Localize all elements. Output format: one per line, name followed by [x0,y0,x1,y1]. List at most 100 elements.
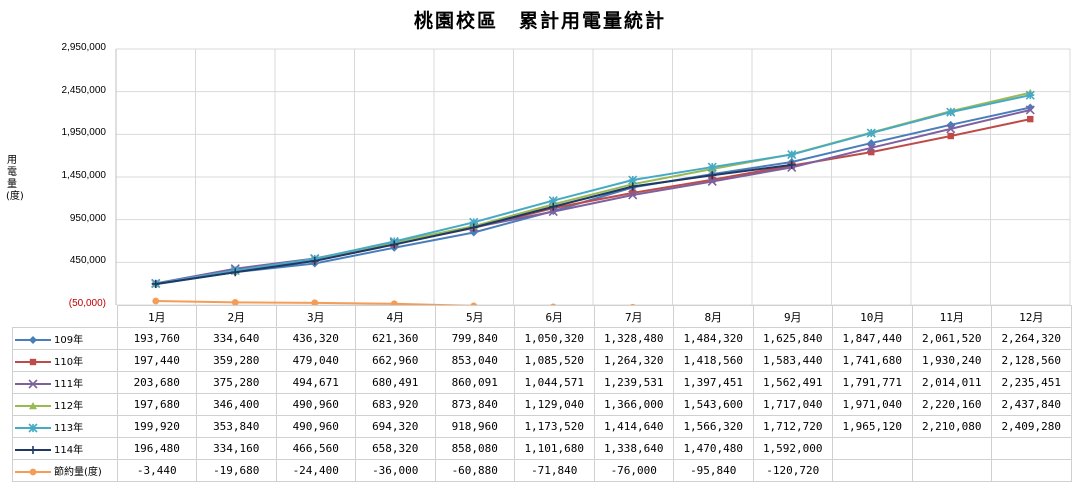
table-row: 113年 199,920 353,840 490,960 694,320 918,960 1… [12,415,1072,438]
series-line [155,300,480,305]
data-label: 490,960 [275,393,356,416]
data-label: 346,400 [196,393,277,416]
legend-key-icon [15,423,51,433]
legend-entry: 109年 [12,327,118,350]
data-label: 1,791,771 [832,371,913,394]
data-point [707,176,717,187]
data-point [310,256,319,265]
data-label: 860,091 [434,371,515,394]
series-line [155,94,1031,285]
data-point [868,148,875,156]
y-tick-label: 2,950,000 [61,42,107,53]
y-tick-label: 450,000 [69,255,106,267]
y-tick-label: 1,450,000 [61,170,107,181]
data-label: 1,930,240 [911,349,992,372]
data-label: 683,920 [355,393,436,416]
data-label: 1,583,440 [752,349,833,372]
data-label: 203,680 [116,371,197,394]
data-point [548,196,558,206]
data-label: 197,440 [116,349,197,372]
category-label: 4月 [355,305,436,328]
data-label: 1,592,000 [752,437,833,460]
data-label: 694,320 [355,415,436,438]
plot-area [115,48,1071,305]
data-point [709,176,716,183]
data-label: 353,840 [196,415,277,438]
data-label: 918,960 [434,415,515,438]
legend-label: 114年 [54,445,84,456]
data-label: 1,965,120 [832,415,913,438]
data-label: 1,101,680 [514,437,595,460]
data-point [946,107,956,117]
data-point [29,468,37,476]
data-point [469,217,479,227]
y-axis-title: 用電量(度) [6,155,24,202]
data-label: 2,128,560 [991,349,1072,372]
category-label: 3月 [275,305,356,328]
data-label: -36,000 [355,459,436,482]
data-label: 1,397,451 [673,371,754,394]
legend-label: 節約量(度) [54,467,102,478]
data-label: 2,437,840 [991,393,1072,416]
data-label: 1,418,560 [673,349,754,372]
data-label: 662,960 [355,349,436,372]
data-label: 466,560 [275,437,356,460]
data-label: 197,680 [116,393,197,416]
data-point [29,446,37,454]
data-label: 658,320 [355,437,436,460]
data-point [708,171,717,180]
legend-entry: 113年 [12,415,118,438]
data-label [991,437,1072,460]
category-label: 12月 [991,305,1072,328]
legend-entry: 110年 [12,349,118,372]
data-label: 193,760 [116,327,197,350]
data-point [550,303,557,305]
data-point [151,279,160,288]
data-label: 1,562,491 [752,371,833,394]
data-point [231,299,239,305]
legend-label: 111年 [54,379,84,390]
data-label: 375,280 [196,371,277,394]
data-label: 2,220,160 [911,393,992,416]
data-label: 2,235,451 [991,371,1072,394]
data-label: 853,040 [434,349,515,372]
data-label: 490,960 [275,415,356,438]
data-label: 2,014,011 [911,371,992,394]
data-label: 1,741,680 [832,349,913,372]
data-label: 436,320 [275,327,356,350]
data-label: 494,671 [275,371,356,394]
legend-label: 110年 [54,357,84,368]
data-label: 1,543,600 [673,393,754,416]
table-row: 112年 197,680 346,400 490,960 683,920 873,840 1… [12,393,1072,416]
data-label: 1,366,000 [593,393,674,416]
category-label: 8月 [673,305,754,328]
legend-key-icon [15,446,51,454]
data-label: 1,712,720 [752,415,833,438]
series-節約量(度) [152,297,636,305]
category-label: 1月 [116,305,197,328]
data-point [469,223,478,232]
data-point [1027,115,1034,123]
data-point [549,202,558,211]
data-point [787,160,796,169]
data-point [29,358,37,366]
data-point [946,124,956,134]
series-line [155,106,1031,286]
data-table: 1月 2月 3月 4月 5月 6月 7月 8月 9月 10月 11月 12月 109年 193,760 3… [12,305,1072,482]
data-label: 199,920 [116,415,197,438]
data-point [947,132,954,140]
table-row: 114年 196,480 334,160 466,560 658,320 858,080 1… [12,437,1072,460]
data-label: 1,050,320 [514,327,595,350]
legend-label: 113年 [54,423,84,434]
data-label: 1,044,571 [514,371,595,394]
legend-label: 109年 [54,335,84,346]
chart-title: 桃園校區 累計用電量統計 [413,10,666,32]
data-label: -76,000 [593,459,674,482]
data-point [311,299,319,305]
data-point [29,336,37,344]
data-label: 196,480 [116,437,197,460]
category-label: 5月 [434,305,515,328]
data-label: -71,840 [514,459,595,482]
data-label: 1,847,440 [832,327,913,350]
data-point [1025,90,1035,100]
